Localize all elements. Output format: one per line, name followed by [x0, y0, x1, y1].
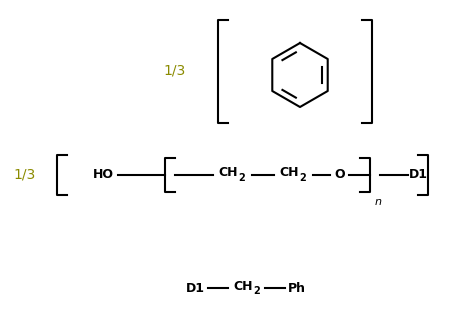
- Text: HO: HO: [93, 168, 113, 181]
- Text: O: O: [335, 168, 345, 181]
- Text: 2: 2: [239, 173, 246, 183]
- Text: CH: CH: [279, 166, 299, 179]
- Text: n: n: [375, 197, 382, 207]
- Text: 1/3: 1/3: [14, 168, 36, 182]
- Text: D1: D1: [185, 281, 205, 294]
- Text: 2: 2: [254, 286, 260, 296]
- Text: CH: CH: [218, 166, 238, 179]
- Text: CH: CH: [233, 279, 253, 292]
- Text: 2: 2: [300, 173, 306, 183]
- Text: D1: D1: [409, 168, 427, 181]
- Text: Ph: Ph: [288, 281, 306, 294]
- Text: 1/3: 1/3: [164, 64, 186, 78]
